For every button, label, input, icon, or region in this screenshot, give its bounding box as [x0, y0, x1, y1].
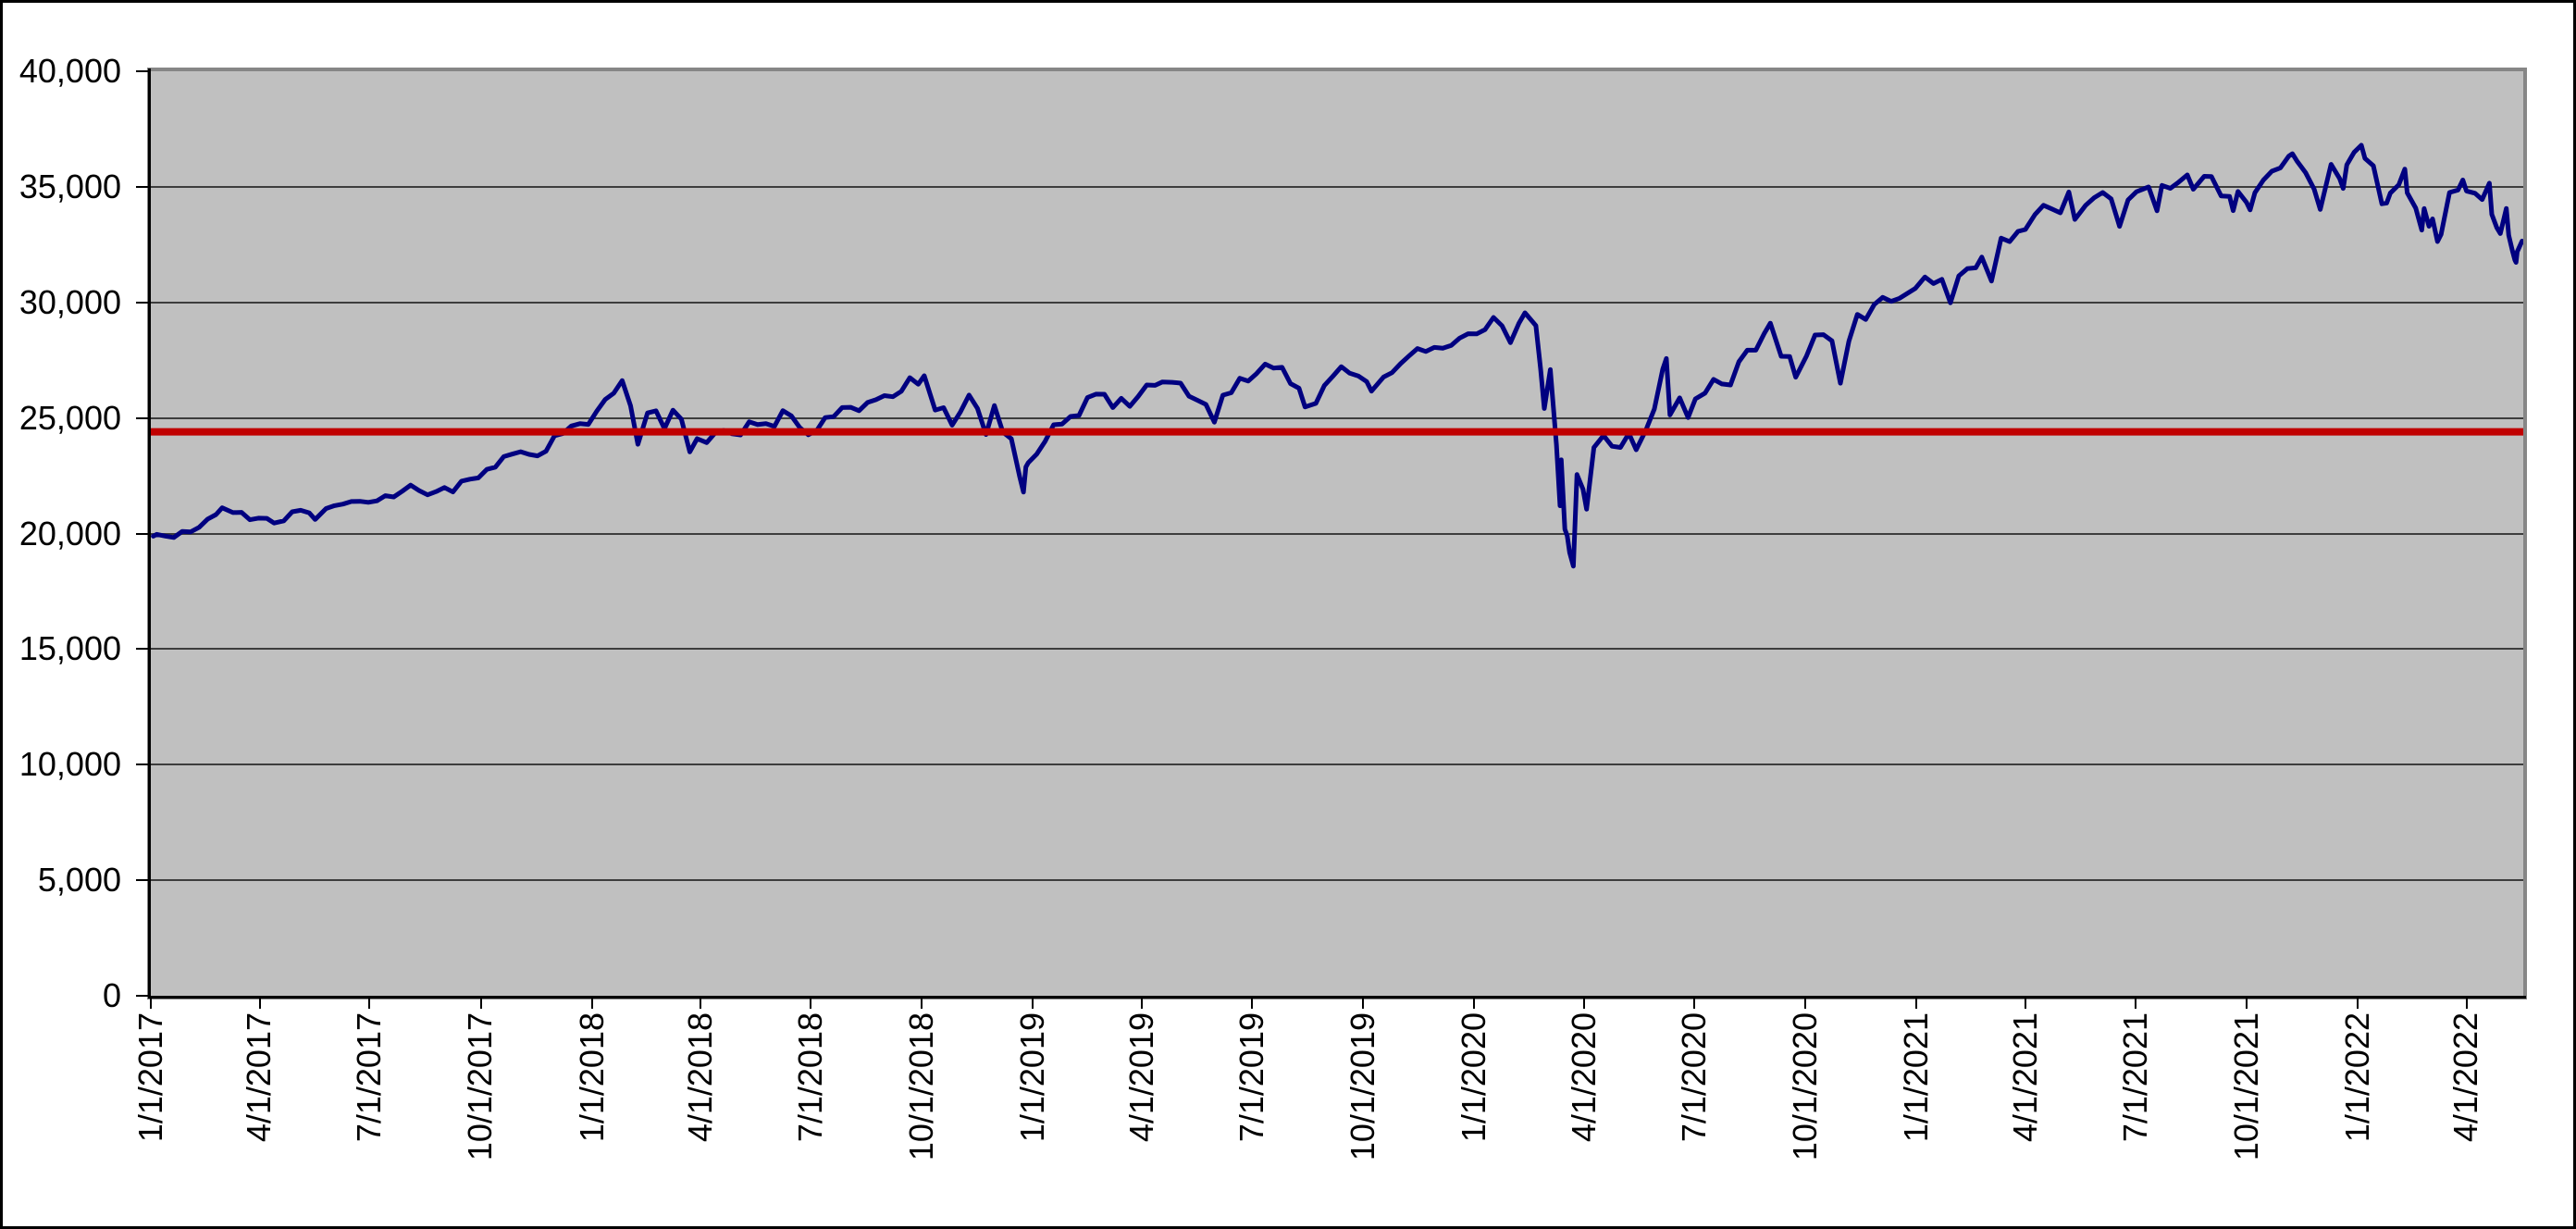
- x-axis-tick: [368, 997, 371, 1009]
- y-axis-tick-label: 10,000: [19, 745, 121, 784]
- x-axis-tick-label-text: 1/1/2018: [572, 1012, 611, 1143]
- y-axis-tick-label: 5,000: [37, 861, 121, 900]
- y-axis-tick: [136, 532, 149, 535]
- x-axis-tick: [2357, 997, 2359, 1009]
- x-axis-tick: [258, 997, 261, 1009]
- y-axis-tick-label: 15,000: [19, 629, 121, 668]
- x-axis-tick: [2024, 997, 2026, 1009]
- x-axis-line: [148, 996, 2526, 999]
- x-axis-tick-label-text: 1/1/2022: [2338, 1012, 2377, 1143]
- gridline: [151, 416, 2523, 419]
- y-axis-tick-label: 0: [102, 976, 121, 1014]
- y-axis-tick-label: 35,000: [19, 167, 121, 205]
- x-axis-tick-label-text: 7/1/2021: [2115, 1012, 2154, 1143]
- x-axis-tick: [1692, 997, 1695, 1009]
- x-axis-tick-label-text: 10/1/2021: [2226, 1012, 2265, 1161]
- y-axis-tick-label: 30,000: [19, 282, 121, 321]
- x-axis-tick: [2245, 997, 2248, 1009]
- gridline: [151, 879, 2523, 882]
- x-axis-tick-label-text: 7/1/2019: [1232, 1012, 1270, 1143]
- x-axis-tick-label-text: 4/1/2019: [1122, 1012, 1161, 1143]
- y-axis-tick-label: 25,000: [19, 398, 121, 437]
- x-axis-tick: [2465, 997, 2468, 1009]
- y-axis-tick: [136, 70, 149, 72]
- y-axis-tick: [136, 995, 149, 997]
- x-axis-tick-label-text: 4/1/2017: [240, 1012, 279, 1143]
- x-axis-tick-label-text: 4/1/2021: [2005, 1012, 2044, 1143]
- x-axis-tick: [1141, 997, 1144, 1009]
- x-axis-tick-label-text: 4/1/2020: [1565, 1012, 1604, 1143]
- x-axis-tick-label-text: 10/1/2020: [1786, 1012, 1825, 1161]
- y-axis-line: [148, 68, 151, 999]
- y-axis-tick: [136, 648, 149, 651]
- price-series-line: [151, 143, 2523, 569]
- y-axis-tick: [136, 763, 149, 766]
- x-axis-tick-label-text: 1/1/2021: [1897, 1012, 1936, 1143]
- x-axis-tick-label-text: 1/1/2019: [1013, 1012, 1052, 1143]
- x-axis-tick: [479, 997, 482, 1009]
- y-axis-tick: [136, 301, 149, 304]
- gridline: [151, 763, 2523, 766]
- gridline: [151, 301, 2523, 304]
- x-axis-tick: [150, 997, 152, 1009]
- gridline: [151, 532, 2523, 535]
- x-axis-tick: [1362, 997, 1365, 1009]
- x-axis-tick: [1583, 997, 1586, 1009]
- x-axis-tick-label-text: 4/1/2018: [681, 1012, 720, 1143]
- x-axis-tick-label-text: 7/1/2020: [1674, 1012, 1713, 1143]
- x-axis-tick: [1915, 997, 1918, 1009]
- y-axis-tick-label: 40,000: [19, 52, 121, 90]
- x-axis-tick: [2134, 997, 2136, 1009]
- y-axis-tick: [136, 416, 149, 419]
- x-axis-tick: [1250, 997, 1253, 1009]
- x-axis-tick-label-text: 10/1/2019: [1344, 1012, 1382, 1161]
- y-axis-tick: [136, 185, 149, 188]
- x-axis-tick: [1473, 997, 1476, 1009]
- x-axis-tick-label-text: 10/1/2017: [461, 1012, 500, 1161]
- y-axis-tick: [136, 879, 149, 882]
- y-axis-tick-label: 20,000: [19, 514, 121, 552]
- x-axis-tick-label-text: 7/1/2018: [791, 1012, 830, 1143]
- x-axis-tick: [590, 997, 593, 1009]
- gridline: [151, 185, 2523, 188]
- gridline: [151, 648, 2523, 651]
- x-axis-tick: [700, 997, 702, 1009]
- x-axis-tick: [921, 997, 923, 1009]
- x-axis-tick: [1032, 997, 1034, 1009]
- x-axis-tick-label-text: 7/1/2017: [350, 1012, 389, 1143]
- x-axis-tick-label-text: 10/1/2018: [902, 1012, 941, 1161]
- x-axis-tick-label-text: 4/1/2022: [2446, 1012, 2485, 1143]
- x-axis-tick: [810, 997, 812, 1009]
- x-axis-tick-label-text: 1/1/2020: [1455, 1012, 1493, 1143]
- chart-canvas: [151, 143, 2523, 569]
- x-axis-tick: [1804, 997, 1807, 1009]
- x-axis-tick-label-text: 1/1/2017: [131, 1012, 169, 1143]
